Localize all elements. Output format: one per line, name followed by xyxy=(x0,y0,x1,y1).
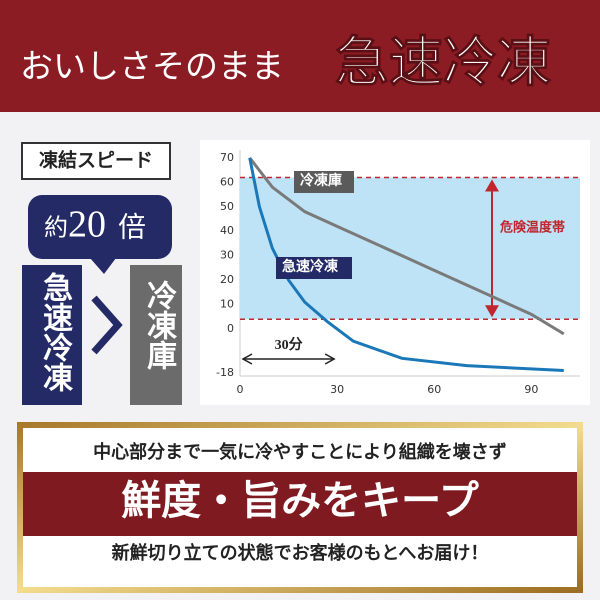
footer-main: 鮮度・旨みをキープ xyxy=(121,478,479,523)
footer-band xyxy=(23,472,577,536)
footer-line1: 中心部分まで一気に冷やすことにより組織を壊さず xyxy=(93,441,507,462)
header-lead: おいしさそのまま xyxy=(20,50,284,86)
badge-pointer xyxy=(90,258,116,274)
y-tick-label: 10 xyxy=(220,298,234,311)
y-tick-label: 30 xyxy=(220,249,234,262)
header-main: 急速冷凍 xyxy=(335,32,551,92)
speed-label-box xyxy=(21,142,171,180)
annotation-head xyxy=(241,353,253,365)
y-tick-label: 20 xyxy=(220,273,234,286)
y-tick-label: 0 xyxy=(227,322,234,335)
y-tick-label: -18 xyxy=(216,366,234,379)
x-tick-label: 30 xyxy=(330,383,344,396)
series-line xyxy=(248,157,564,373)
slow-box xyxy=(130,265,182,405)
badge xyxy=(28,195,172,259)
footer-line3: 新鮮切り立ての状態でお客様のもとへお届け！ xyxy=(112,542,489,563)
fast-box xyxy=(22,265,82,405)
x-tick-label: 0 xyxy=(237,383,244,396)
y-tick-label: 70 xyxy=(220,151,234,164)
fast-label: 急速冷凍 xyxy=(38,272,73,392)
y-tick-label: 50 xyxy=(220,200,234,213)
annotation-head xyxy=(324,353,336,365)
x-tick-label: 90 xyxy=(524,383,538,396)
series-label: 急速冷凍 xyxy=(282,258,339,275)
x-tick-label: 60 xyxy=(427,383,441,396)
danger-label: 危険温度帯 xyxy=(500,219,565,234)
series-label-box xyxy=(276,257,352,279)
danger-arrow-head xyxy=(485,179,499,192)
danger-band xyxy=(240,177,580,320)
badge-prefix: 約 xyxy=(44,215,68,242)
series-label: 冷凍庫 xyxy=(300,172,342,189)
chevron xyxy=(91,295,123,355)
series-line xyxy=(248,156,565,336)
badge-number: 20 xyxy=(68,204,106,246)
slow-label: 冷凍庫 xyxy=(142,280,177,371)
header-band xyxy=(0,0,600,112)
y-tick-label: 60 xyxy=(220,175,234,188)
y-tick-label: 40 xyxy=(220,224,234,237)
speed-label: 凍結スピード xyxy=(39,148,153,171)
badge-suffix: 倍 xyxy=(118,211,146,243)
series-label-box xyxy=(294,171,354,193)
danger-arrow-head xyxy=(485,305,499,318)
annotation-label: 30分 xyxy=(275,337,303,353)
